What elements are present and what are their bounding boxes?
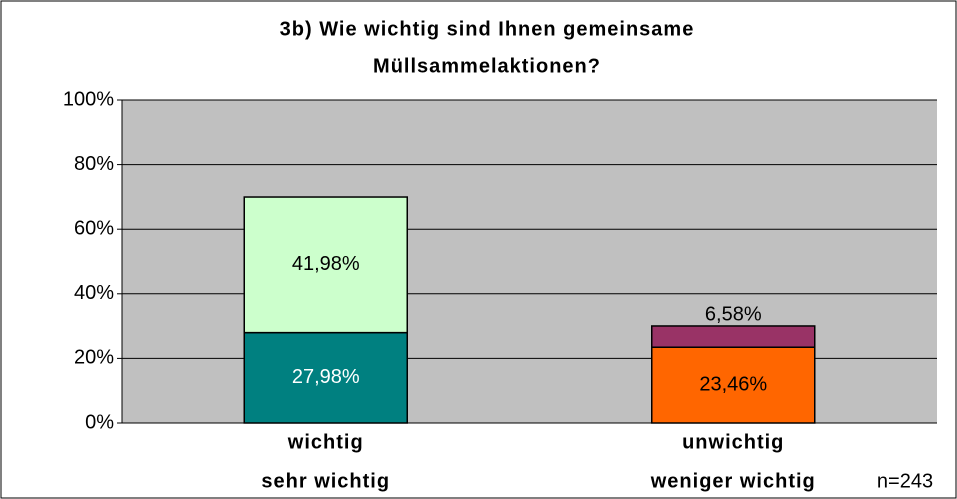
data-label: 23,46% bbox=[699, 373, 767, 395]
bar-segment bbox=[243, 196, 408, 334]
y-tick-label: 100% bbox=[63, 88, 114, 110]
data-label: 27,98% bbox=[292, 366, 360, 388]
annotation: n=243 bbox=[877, 470, 933, 492]
y-tick-label: 80% bbox=[74, 153, 114, 175]
bar-segment bbox=[651, 346, 816, 424]
x-tick-label: weniger wichtig bbox=[650, 470, 816, 492]
x-tick-label: sehr wichtig bbox=[261, 470, 390, 492]
data-label: 41,98% bbox=[292, 253, 360, 275]
chart-title: Müllsammelaktionen? bbox=[373, 55, 601, 77]
y-tick-label: 60% bbox=[74, 217, 114, 239]
y-tick-label: 0% bbox=[85, 411, 114, 433]
y-tick-label: 20% bbox=[74, 347, 114, 369]
bar-segment bbox=[651, 325, 816, 348]
x-tick-label: wichtig bbox=[287, 431, 364, 453]
y-tick-label: 40% bbox=[74, 282, 114, 304]
data-label: 6,58% bbox=[705, 303, 762, 325]
x-tick-label: unwichtig bbox=[682, 431, 784, 453]
chart-title: 3b) Wie wichtig sind Ihnen gemeinsame bbox=[280, 18, 695, 40]
